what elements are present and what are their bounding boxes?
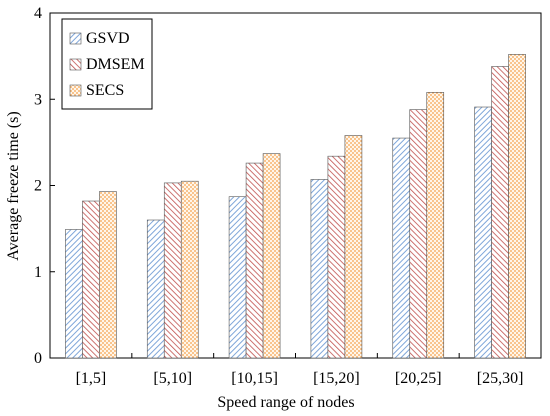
x-axis-title: Speed range of nodes <box>217 394 354 411</box>
bar-secs-5 <box>508 54 526 359</box>
legend-swatch-secs <box>69 84 82 97</box>
bar-dmsem-0 <box>82 200 100 359</box>
legend-swatch-gsvd <box>69 32 82 45</box>
bar-dmsem-3 <box>327 155 346 359</box>
x-tick-label: [20,25] <box>395 370 442 387</box>
bar-secs-1 <box>180 180 199 359</box>
x-tick-label: [15,20] <box>313 370 360 387</box>
bar-gsvd-5 <box>474 106 492 359</box>
x-tick-label: [10,15] <box>231 370 278 387</box>
bar-secs-0 <box>99 191 117 359</box>
x-tick-label: [1,5] <box>76 370 107 387</box>
legend-label-gsvd: GSVD <box>86 30 130 47</box>
bar-gsvd-3 <box>310 179 329 359</box>
y-axis-title: Average freeze time (s) <box>5 111 22 260</box>
bar-dmsem-1 <box>163 182 182 359</box>
bar-secs-3 <box>344 135 363 359</box>
bar-gsvd-2 <box>228 196 247 359</box>
legend-swatch-dmsem <box>69 58 82 71</box>
bar-secs-2 <box>262 153 281 359</box>
legend-label-dmsem: DMSEM <box>86 56 145 73</box>
y-tick-label: 1 <box>34 264 42 281</box>
bar-dmsem-4 <box>409 109 428 359</box>
y-tick-label: 0 <box>34 350 42 367</box>
y-tick-label: 2 <box>34 178 42 195</box>
bar-gsvd-4 <box>392 137 411 359</box>
legend-label-secs: SECS <box>86 82 124 99</box>
y-tick-label: 4 <box>34 5 42 22</box>
bar-dmsem-5 <box>491 66 509 359</box>
x-tick-label: [25,30] <box>477 370 524 387</box>
x-tick-label: [5,10] <box>153 370 192 387</box>
bar-dmsem-2 <box>245 162 264 359</box>
bar-secs-4 <box>426 92 445 359</box>
bar-gsvd-0 <box>65 229 83 359</box>
bar-gsvd-1 <box>146 219 165 359</box>
y-tick-label: 3 <box>34 91 42 108</box>
